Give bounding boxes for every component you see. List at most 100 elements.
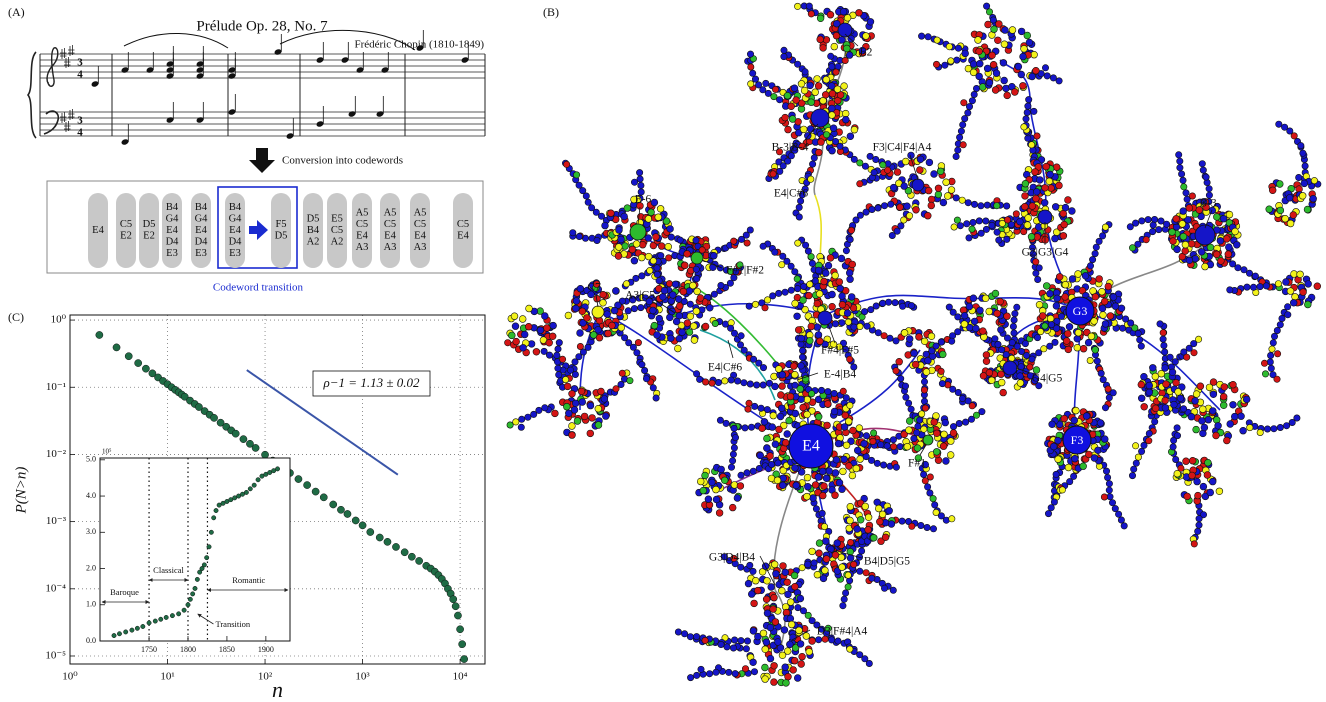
network-node [1046,342,1054,350]
network-node [641,366,649,374]
network-hub [788,423,834,469]
network-node [837,254,846,263]
network-node [729,450,737,458]
network-node [1191,397,1199,405]
network-node [583,314,591,322]
network-node [921,404,929,412]
node-label: E4|C#6 [708,362,742,374]
network-node [727,376,735,384]
network-node [1042,282,1051,290]
network-node [848,260,856,269]
network-node [985,8,993,16]
transition-caption: Codeword transition [213,282,304,294]
network-node [712,485,720,494]
network-node [832,138,840,146]
network-node [1096,419,1105,427]
node-label: B4|D5|G5 [864,556,910,568]
network-node [1023,351,1031,359]
network-node [675,334,684,343]
network-node [1097,369,1105,377]
network-node [920,425,928,433]
network-node [1179,207,1187,215]
network-node [1181,241,1190,249]
network-node [771,382,779,391]
codeword-note: C5 [120,219,132,230]
network-node [777,404,786,412]
network-node [768,423,776,431]
network-node [943,192,952,200]
network-node [850,560,858,568]
note-head [341,57,349,63]
network-node [1046,314,1055,323]
network-node [865,659,873,667]
network-node [1105,480,1113,488]
network-node [787,286,795,294]
network-node [779,481,787,489]
network-node [922,368,931,376]
network-node [841,56,849,64]
data-point [220,500,226,506]
network-node [512,337,520,346]
network-node [541,404,549,412]
network-node [825,467,833,475]
network-node [730,444,738,452]
network-node [933,429,941,437]
network-node [812,505,820,513]
network-node [900,182,908,190]
network-node [1137,394,1146,402]
time-signature: 4 [77,127,83,139]
network-node [791,299,799,308]
network-node [743,239,751,247]
network-node [1030,107,1038,115]
note-head [228,109,236,115]
network-node [716,416,724,424]
network-node [985,78,994,87]
network-node [750,355,758,363]
data-point [415,557,423,565]
network-node [681,630,689,638]
network-node [1048,420,1056,428]
network-node [1019,82,1027,90]
data-point [351,516,360,525]
network-node [795,203,803,211]
codeword-note: A5 [356,208,369,219]
network-node [717,281,725,289]
network-node [821,91,830,99]
network-node [809,494,817,502]
network-node [737,563,745,571]
network-node [834,637,842,645]
network-node [1134,453,1142,461]
network-node [1195,335,1203,343]
network-node [771,85,779,93]
data-point [236,493,242,499]
network-node [953,56,961,64]
network-node [1023,31,1032,40]
network-node [1111,302,1120,310]
network-node [545,339,553,347]
network-node [842,441,851,449]
network-node [593,237,601,245]
data-point [243,489,249,495]
network-node [925,158,934,167]
network-node [510,312,519,320]
network-node [1145,437,1153,445]
network-node [794,604,802,612]
network-node [1046,290,1054,298]
network-node [1176,394,1185,402]
network-node [638,361,646,369]
network-node [650,321,659,330]
network-node [917,521,925,529]
network-node [708,478,716,487]
codeword-note: D4 [166,236,180,247]
network-node [839,602,847,610]
network-node [841,109,850,118]
data-point [216,418,225,427]
network-node [977,229,985,237]
data-point [152,618,158,624]
network-node [1267,351,1275,359]
network-node [1127,319,1135,327]
network-node [675,302,684,310]
network-node [1092,243,1100,251]
network-node [949,385,957,393]
